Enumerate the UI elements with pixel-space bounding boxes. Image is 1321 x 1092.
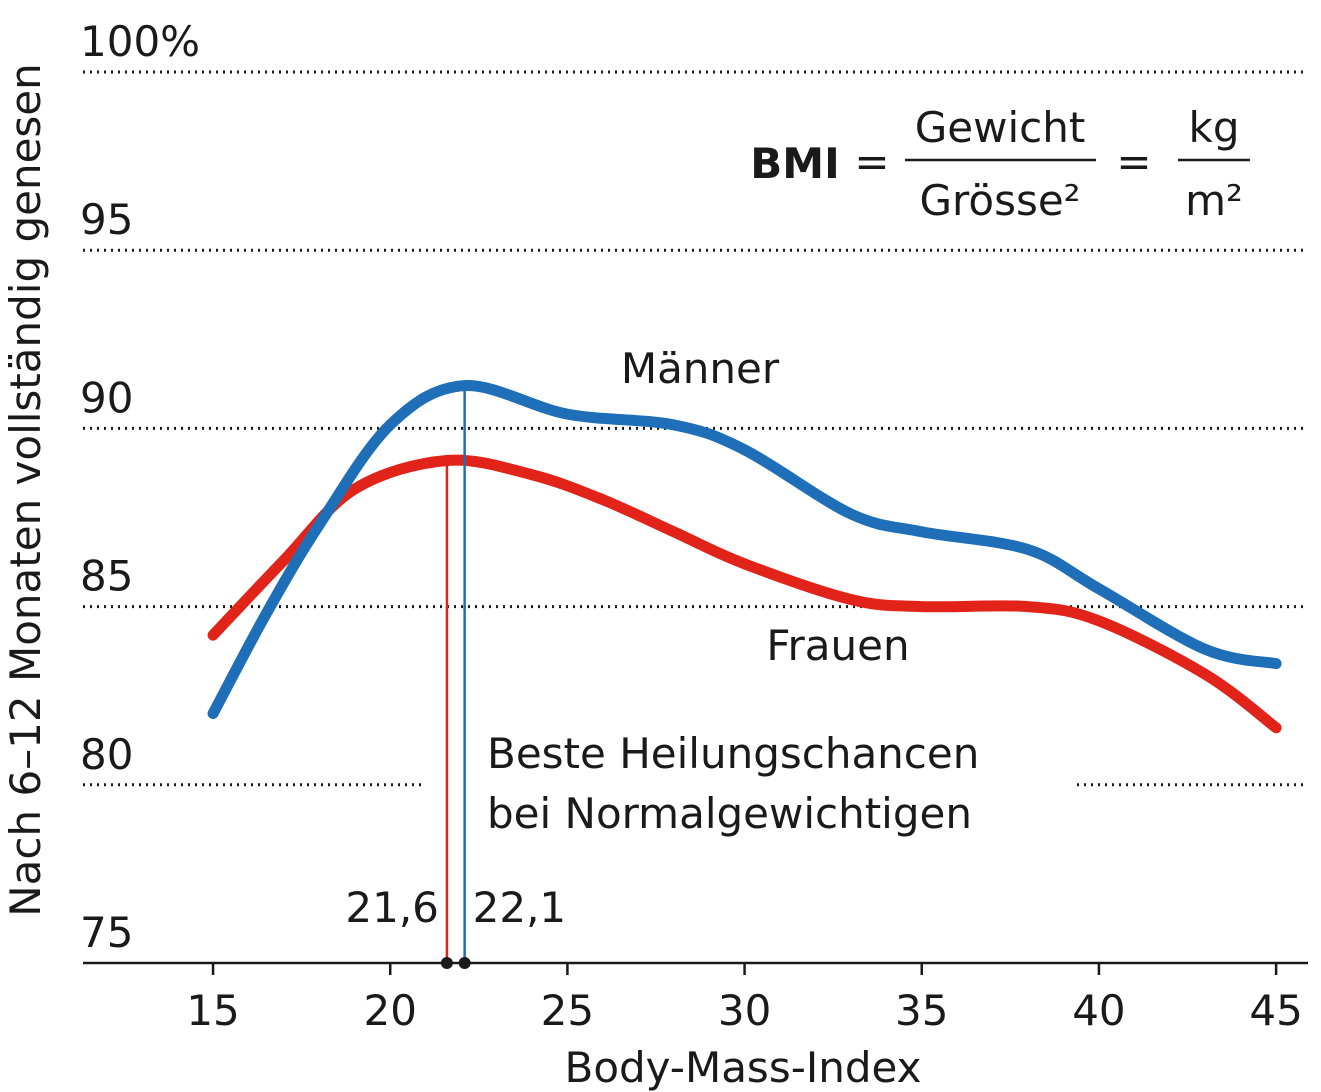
peak-label: 22,1 — [473, 883, 567, 932]
y-tick-label: 90 — [80, 373, 133, 422]
legend-label: Männer — [621, 344, 780, 393]
x-tick-label: 20 — [363, 986, 416, 1035]
y-tick-label: 100% — [80, 17, 200, 66]
y-tick-label: 85 — [80, 552, 133, 601]
annotation: Beste Heilungschancen — [487, 729, 979, 778]
series-line — [207, 454, 1282, 734]
y-tick-label: 75 — [80, 908, 133, 957]
formula-den: Grösse² — [919, 176, 1080, 225]
formula-den: m² — [1185, 176, 1243, 225]
formula-eq: = — [1116, 137, 1151, 186]
formula-lhs: BMI — [750, 139, 839, 188]
y-axis-title: Nach 6–12 Monaten vollständig genesen — [1, 63, 50, 917]
x-tick-label: 30 — [718, 986, 771, 1035]
peak-dot — [458, 957, 471, 969]
x-tick-label: 25 — [541, 986, 594, 1035]
annotation: bei Normalgewichtigen — [487, 789, 972, 838]
legend-label: Frauen — [766, 621, 909, 670]
y-tick-label: 80 — [80, 730, 133, 779]
peak-dot — [440, 957, 453, 969]
x-tick-label: 15 — [186, 986, 239, 1035]
formula: BMI = Gewicht Grösse² = kg m² — [750, 103, 1250, 225]
formula-num: Gewicht — [915, 103, 1086, 152]
peak-label: 21,6 — [345, 883, 439, 932]
formula-eq: = — [854, 137, 889, 186]
series-line — [207, 380, 1282, 720]
annotation-bg — [425, 725, 1075, 845]
x-axis-title: Body-Mass-Index — [565, 1043, 922, 1092]
y-tick-label: 95 — [80, 195, 133, 244]
x-tick-label: 35 — [895, 986, 948, 1035]
formula-num: kg — [1189, 103, 1240, 152]
x-tick-label: 45 — [1249, 986, 1302, 1035]
x-tick-label: 40 — [1072, 986, 1125, 1035]
